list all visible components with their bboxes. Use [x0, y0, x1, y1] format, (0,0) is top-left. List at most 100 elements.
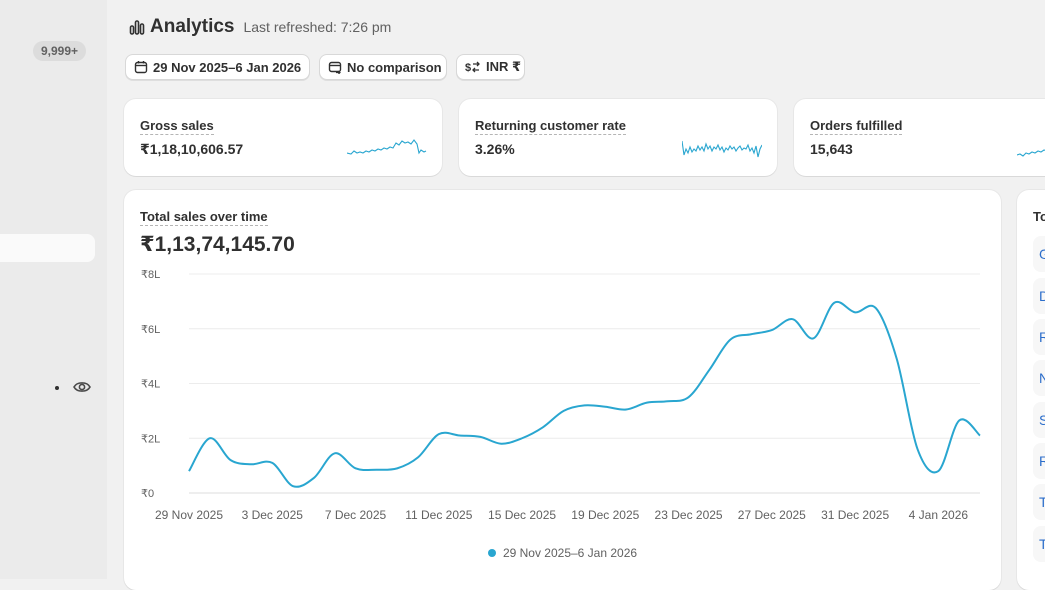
data-point — [832, 301, 836, 305]
data-point — [728, 338, 732, 342]
metric-title: Returning customer rate — [475, 118, 626, 135]
row-label: D — [1039, 288, 1045, 304]
metric-value: 15,643 — [810, 141, 853, 157]
data-point — [936, 469, 940, 473]
right-panel-row[interactable]: R — [1033, 319, 1045, 355]
x-tick-label: 15 Dec 2025 — [488, 508, 556, 522]
currency-button[interactable]: $ INR ₹ — [456, 54, 525, 80]
data-point — [187, 469, 191, 473]
row-label: N — [1039, 370, 1045, 386]
data-point — [687, 395, 691, 399]
data-point — [957, 418, 961, 422]
currency-exchange-icon: $ — [465, 61, 480, 74]
data-point — [416, 455, 420, 459]
data-point — [229, 458, 233, 462]
sparkline — [1017, 149, 1045, 157]
data-point — [333, 451, 337, 455]
sales-line-chart[interactable]: ₹0 ₹2L ₹4L ₹6L ₹8L 29 Nov 2025 3 Dec 2025 7 Dec… — [124, 260, 1001, 530]
metric-card-returning-customer-rate[interactable]: Returning customer rate 3.26% — [459, 99, 777, 176]
legend-dot — [487, 549, 496, 557]
right-panel-row[interactable]: G — [1033, 236, 1045, 272]
y-tick-label: ₹4L — [141, 379, 160, 391]
calendar-icon — [134, 61, 148, 74]
data-point — [520, 436, 524, 440]
data-point — [541, 425, 545, 429]
data-point — [791, 317, 795, 321]
comparison-button[interactable]: No comparison — [319, 54, 447, 80]
right-panel-row[interactable]: S — [1033, 402, 1045, 438]
metric-card-gross-sales[interactable]: Gross sales ₹1,18,10,606.57 — [124, 99, 442, 176]
metric-title: Orders fulfilled — [810, 118, 903, 135]
right-panel-row[interactable]: D — [1033, 278, 1045, 314]
page-title: Analytics — [150, 16, 235, 37]
data-point — [374, 468, 378, 472]
right-panel-card: To G D R N S R T T — [1017, 190, 1045, 590]
data-point — [249, 462, 253, 466]
compare-calendar-icon — [328, 61, 342, 74]
data-point — [270, 461, 274, 465]
data-point — [208, 436, 212, 440]
data-point — [811, 336, 815, 340]
sparkline — [682, 140, 762, 158]
x-tick-label: 19 Dec 2025 — [571, 508, 639, 522]
left-sidebar: 9,999+ — [0, 0, 107, 579]
row-label: G — [1039, 246, 1045, 262]
data-point — [749, 332, 753, 336]
data-point — [895, 357, 899, 361]
y-tick-label: ₹2L — [141, 433, 160, 445]
data-point — [666, 399, 670, 403]
data-point — [624, 408, 628, 412]
data-point — [978, 434, 982, 438]
right-panel-row[interactable]: T — [1033, 526, 1045, 562]
data-point — [707, 368, 711, 372]
metric-card-orders-fulfilled[interactable]: Orders fulfilled 15,643 — [794, 99, 1045, 176]
data-point — [437, 432, 441, 436]
data-point — [354, 466, 358, 470]
metric-value: ₹1,18,10,606.57 — [140, 141, 244, 157]
y-tick-label: ₹0 — [141, 488, 154, 500]
page-header: Analytics Last refreshed: 7:26 pm — [129, 14, 391, 40]
data-point — [395, 466, 399, 470]
legend-label: 29 Nov 2025–6 Jan 2026 — [502, 546, 638, 560]
data-point — [770, 328, 774, 332]
data-point — [603, 405, 607, 409]
last-refreshed-text: Last refreshed: 7:26 pm — [243, 19, 392, 35]
x-tick-label: 27 Dec 2025 — [738, 508, 806, 522]
data-point — [312, 476, 316, 480]
x-tick-label: 3 Dec 2025 — [242, 508, 304, 522]
row-label: T — [1039, 494, 1045, 510]
right-panel-row[interactable]: R — [1033, 443, 1045, 479]
sales-chart-card: Total sales over time ₹1,13,74,145.70 ₹0… — [124, 190, 1001, 590]
metric-title: Gross sales — [140, 118, 214, 135]
data-point — [583, 403, 587, 407]
date-range-button[interactable]: 29 Nov 2025–6 Jan 2026 — [125, 54, 310, 80]
chart-legend: 29 Nov 2025–6 Jan 2026 — [124, 546, 1001, 560]
right-panel-row[interactable]: T — [1033, 484, 1045, 520]
data-point — [874, 306, 878, 310]
data-point — [478, 435, 482, 439]
data-point — [458, 434, 462, 438]
status-dot — [55, 386, 59, 390]
row-label: S — [1039, 412, 1045, 428]
y-tick-label: ₹8L — [141, 269, 160, 281]
right-panel-title: To — [1033, 209, 1045, 224]
series-line — [188, 300, 981, 488]
right-panel-row[interactable]: N — [1033, 360, 1045, 396]
chart-total-value: ₹1,13,74,145.70 — [140, 233, 295, 256]
row-label: R — [1039, 453, 1045, 469]
data-point — [916, 447, 920, 451]
chart-title: Total sales over time — [140, 209, 268, 226]
x-tick-label: 29 Nov 2025 — [155, 508, 223, 522]
eye-icon[interactable] — [72, 378, 92, 396]
comparison-label: No comparison — [347, 59, 442, 75]
sidebar-selected-item[interactable] — [0, 234, 95, 262]
row-label: T — [1039, 536, 1045, 552]
x-tick-label: 4 Jan 2026 — [909, 508, 969, 522]
data-point — [645, 401, 649, 405]
analytics-bar-icon — [129, 20, 145, 35]
x-tick-label: 11 Dec 2025 — [405, 508, 472, 522]
data-point — [853, 310, 857, 314]
sparkline — [347, 139, 427, 155]
row-label: R — [1039, 329, 1045, 345]
y-tick-label: ₹6L — [141, 324, 160, 336]
